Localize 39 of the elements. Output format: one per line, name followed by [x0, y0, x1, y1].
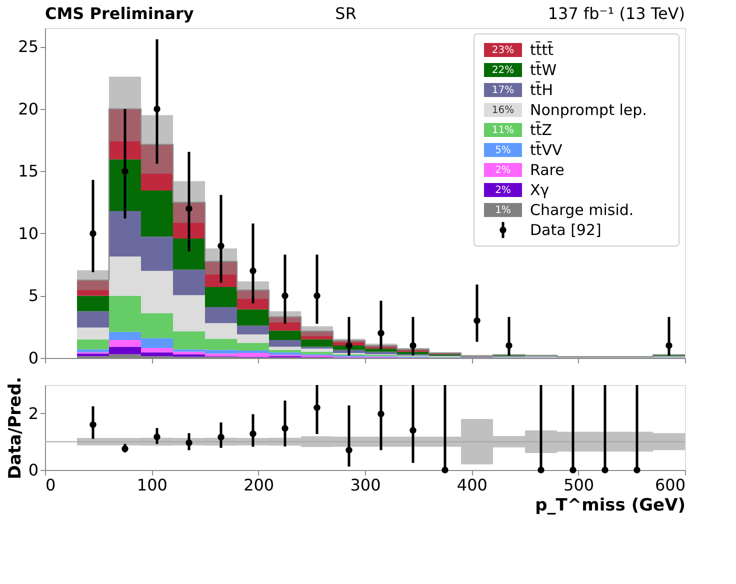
x-tick-label: 100	[136, 476, 168, 494]
legend-label: tt̄W	[530, 60, 557, 79]
legend-label: tt̄H	[530, 80, 554, 99]
y-tick-label: 10	[18, 224, 38, 243]
y-tick-label: 0	[28, 460, 38, 480]
y-tick-label: 5	[28, 286, 38, 306]
legend-label: Charge misid.	[530, 201, 634, 219]
annotation: 17%	[492, 85, 514, 96]
x-tick-label: 300	[350, 476, 381, 494]
chart-subtitle: SR	[335, 4, 356, 23]
text: 137 fb⁻¹ (13 TeV)	[548, 4, 685, 23]
x-tick-label: 0	[46, 476, 56, 494]
annotation: 5%	[495, 145, 511, 156]
y-tick-label: 20	[18, 99, 38, 118]
y-tick-label: 2	[28, 404, 38, 423]
legend-label: Data [92]	[530, 221, 602, 239]
legend-label: tt̄tt̄	[530, 40, 554, 59]
x-tick-label: 600	[654, 476, 686, 494]
annotation: 22%	[492, 65, 514, 76]
y-tick-label: 0	[28, 348, 38, 368]
annotation: 11%	[492, 125, 514, 136]
x-tick-label: 200	[244, 476, 274, 494]
y-axis-title: Data/Pred.	[5, 376, 26, 480]
annotation: 2%	[495, 165, 511, 176]
y-tick-label: 25	[18, 37, 38, 56]
x-axis-title: p_T^miss (GeV)	[535, 496, 686, 516]
legend-label: tt̄Z	[530, 120, 552, 139]
legend-label: Xγ	[530, 181, 550, 199]
annotation: 16%	[492, 105, 514, 116]
annotation: 23%	[492, 45, 514, 56]
chart-title: CMS Preliminary	[45, 4, 194, 23]
annotation: 1%	[495, 205, 511, 216]
legend-label: tt̄VV	[530, 140, 564, 159]
legend-label: Rare	[530, 161, 564, 179]
x-tick-label: 400	[456, 476, 488, 494]
y-tick-label: 15	[18, 162, 38, 181]
legend-label: Nonprompt lep.	[530, 101, 647, 119]
x-tick-label: 500	[564, 476, 594, 494]
annotation: 2%	[495, 185, 511, 196]
